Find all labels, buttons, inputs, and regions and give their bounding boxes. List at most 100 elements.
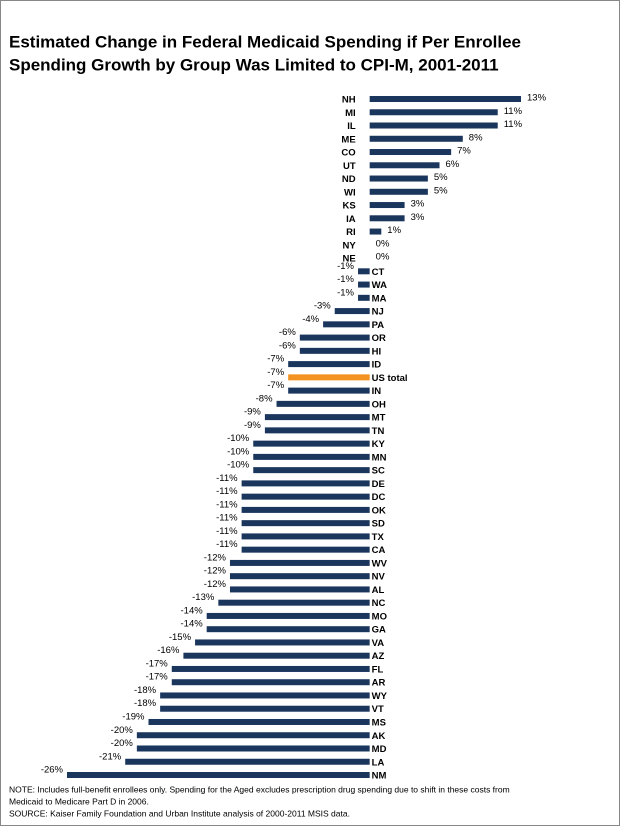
- value-label: -13%: [192, 592, 215, 603]
- bar: [241, 546, 370, 553]
- value-label: -11%: [216, 526, 238, 537]
- category-label: WA: [372, 280, 387, 291]
- bar: [206, 612, 370, 619]
- value-label: -1%: [337, 287, 354, 298]
- value-label: -19%: [122, 711, 145, 722]
- bar: [171, 679, 370, 686]
- category-label: NV: [372, 572, 386, 583]
- category-label: CO: [341, 148, 355, 159]
- value-label: -3%: [314, 301, 331, 312]
- category-label: FL: [372, 664, 384, 675]
- value-label: -1%: [337, 261, 354, 272]
- category-label: PA: [372, 320, 385, 331]
- value-label: -14%: [181, 605, 204, 616]
- bar: [323, 321, 370, 328]
- category-label: ME: [341, 134, 355, 145]
- note: NOTE: Includes full-benefit enrollees on…: [9, 784, 510, 794]
- bar: [241, 506, 370, 513]
- bar: [183, 652, 370, 659]
- bar: [334, 308, 370, 315]
- value-label: -9%: [244, 407, 261, 418]
- value-label: 0%: [376, 238, 390, 249]
- value-label: -4%: [302, 314, 319, 325]
- category-label: SD: [372, 519, 385, 530]
- category-label: SC: [372, 466, 385, 477]
- category-label: IN: [372, 386, 382, 397]
- value-label: 3%: [411, 212, 425, 223]
- value-label: -8%: [256, 393, 273, 404]
- category-label: US total: [372, 373, 408, 384]
- category-label: ID: [372, 360, 382, 371]
- bar: [229, 586, 370, 593]
- category-label: MI: [345, 108, 356, 119]
- category-label: KY: [372, 439, 386, 450]
- note: SOURCE: Kaiser Family Foundation and Urb…: [9, 808, 350, 818]
- category-label: TX: [372, 532, 385, 543]
- value-label: -10%: [227, 446, 250, 457]
- chart-title-line: Estimated Change in Federal Medicaid Spe…: [9, 32, 521, 51]
- bar: [358, 268, 370, 275]
- bar: [369, 228, 382, 235]
- bar: [369, 162, 440, 169]
- value-label: 5%: [434, 172, 448, 183]
- category-label: MO: [372, 611, 387, 622]
- category-label: UT: [343, 161, 356, 172]
- bar: [264, 414, 370, 421]
- value-label: 5%: [434, 185, 448, 196]
- value-label: -6%: [279, 340, 296, 351]
- value-label: 11%: [504, 119, 523, 130]
- category-label: MA: [372, 293, 387, 304]
- bar: [195, 639, 370, 646]
- bar: [369, 215, 405, 222]
- value-label: 11%: [504, 106, 523, 117]
- bar: [369, 175, 428, 182]
- value-label: -17%: [146, 672, 169, 683]
- bar: [369, 202, 405, 209]
- bar: [264, 427, 370, 434]
- bar: [299, 347, 370, 354]
- bar: [241, 493, 370, 500]
- bar: [369, 96, 521, 102]
- value-label: 3%: [411, 199, 425, 210]
- category-label: OH: [372, 399, 386, 410]
- bar: [369, 149, 452, 156]
- value-label: -12%: [204, 552, 227, 563]
- value-label: -20%: [111, 738, 134, 749]
- value-label: 1%: [387, 225, 401, 236]
- value-label: 13%: [527, 93, 547, 104]
- category-label: WY: [372, 691, 388, 702]
- bar: [369, 188, 428, 195]
- category-label: MS: [372, 717, 386, 728]
- bar: [160, 692, 370, 699]
- category-label: NY: [342, 240, 356, 251]
- bar: [229, 559, 370, 566]
- bar: [160, 705, 370, 712]
- category-label: NJ: [372, 307, 384, 318]
- category-label: VA: [372, 638, 385, 649]
- category-label: AZ: [372, 651, 385, 662]
- value-label: -9%: [244, 420, 261, 431]
- bar: [241, 533, 370, 540]
- value-label: 8%: [469, 132, 483, 143]
- category-label: CT: [372, 267, 385, 278]
- value-label: -16%: [157, 645, 180, 656]
- note: Medicaid to Medicare Part D in 2006.: [9, 796, 149, 806]
- value-label: -7%: [267, 380, 284, 391]
- bar: [171, 665, 370, 672]
- value-label: 6%: [446, 159, 460, 170]
- value-label: -14%: [181, 619, 204, 630]
- category-label: MD: [372, 744, 387, 755]
- category-label: KS: [342, 201, 355, 212]
- bar: [288, 387, 370, 394]
- category-label: WV: [372, 558, 388, 569]
- category-label: MN: [372, 452, 387, 463]
- category-label: AK: [372, 731, 386, 742]
- bar: [288, 361, 370, 368]
- bar: [136, 732, 370, 739]
- value-label: -11%: [216, 499, 238, 510]
- bar: [229, 573, 370, 580]
- bar: [241, 520, 370, 527]
- category-label: IA: [346, 214, 356, 225]
